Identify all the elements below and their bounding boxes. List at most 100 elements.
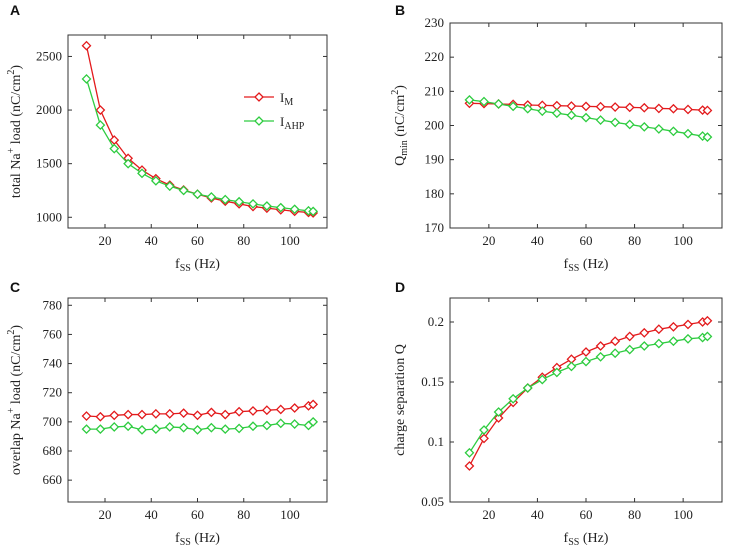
data-point-IM bbox=[479, 433, 489, 444]
data-point-IM bbox=[653, 103, 664, 114]
y-tick-label: 220 bbox=[425, 49, 445, 64]
data-point-IM bbox=[289, 403, 300, 413]
data-point-IM bbox=[610, 102, 621, 112]
data-point-IM bbox=[95, 105, 106, 115]
data-point-IAHP bbox=[206, 191, 217, 202]
data-point-IAHP bbox=[95, 120, 106, 130]
data-point-IM bbox=[464, 461, 475, 471]
data-point-IAHP bbox=[109, 422, 120, 432]
data-point-IM bbox=[702, 315, 713, 326]
legend-label-IM: IM bbox=[280, 90, 293, 108]
x-tick-label: 20 bbox=[482, 507, 495, 522]
data-point-IAHP bbox=[137, 168, 147, 179]
data-point-IAHP bbox=[234, 196, 245, 207]
x-tick-label: 80 bbox=[628, 233, 641, 248]
data-point-IAHP bbox=[668, 336, 679, 347]
x-tick-label: 100 bbox=[280, 507, 300, 522]
data-point-IAHP bbox=[234, 423, 245, 434]
data-point-IAHP bbox=[178, 422, 189, 433]
data-point-IAHP bbox=[289, 204, 300, 215]
data-point-IM bbox=[668, 321, 679, 332]
x-tick-label: 40 bbox=[145, 507, 158, 522]
data-point-IAHP bbox=[595, 351, 606, 362]
data-point-IM bbox=[566, 101, 577, 111]
data-point-IAHP bbox=[493, 99, 504, 109]
data-point-IAHP bbox=[275, 418, 286, 429]
data-point-IAHP bbox=[95, 424, 106, 435]
y-tick-label: 780 bbox=[43, 297, 63, 312]
data-point-IAHP bbox=[308, 206, 319, 217]
data-point-IAHP bbox=[275, 202, 286, 213]
y-tick-label: 190 bbox=[425, 152, 445, 167]
data-point-IAHP bbox=[248, 198, 258, 209]
data-point-IAHP bbox=[81, 424, 92, 435]
data-point-IM bbox=[81, 40, 92, 51]
data-point-IM bbox=[178, 408, 189, 419]
x-tick-label: 40 bbox=[531, 507, 544, 522]
data-point-IAHP bbox=[150, 175, 161, 186]
data-point-IM bbox=[261, 405, 272, 416]
data-point-IAHP bbox=[566, 361, 577, 372]
data-point-IM bbox=[639, 327, 650, 338]
data-point-IAHP bbox=[248, 421, 258, 432]
x-tick-label: 80 bbox=[237, 507, 250, 522]
y-tick-label: 1000 bbox=[36, 209, 62, 224]
data-point-IAHP bbox=[522, 103, 533, 114]
x-tick-label: 80 bbox=[237, 233, 250, 248]
data-point-IM bbox=[683, 104, 693, 115]
x-tick-label: 80 bbox=[628, 507, 641, 522]
x-axis-label: fSS (Hz) bbox=[175, 531, 220, 548]
y-tick-label: 0.2 bbox=[428, 314, 444, 329]
data-point-IAHP bbox=[137, 424, 147, 435]
data-point-IAHP bbox=[653, 123, 664, 134]
data-point-IM bbox=[220, 409, 231, 420]
data-point-IAHP bbox=[508, 101, 519, 112]
y-tick-label: 740 bbox=[43, 356, 63, 371]
data-point-IAHP bbox=[192, 424, 203, 435]
data-point-IM bbox=[109, 410, 120, 421]
x-tick-label: 20 bbox=[482, 233, 495, 248]
data-point-IAHP bbox=[566, 110, 577, 121]
panel-letter: A bbox=[10, 2, 20, 18]
data-point-IAHP bbox=[164, 181, 175, 192]
data-point-IAHP bbox=[595, 115, 606, 125]
panel-letter: D bbox=[395, 279, 405, 295]
data-point-IM bbox=[581, 101, 591, 112]
data-point-IAHP bbox=[551, 367, 562, 378]
x-axis-label: fSS (Hz) bbox=[564, 531, 609, 548]
y-tick-label: 170 bbox=[425, 220, 445, 235]
y-tick-label: 0.05 bbox=[421, 494, 444, 509]
y-tick-label: 700 bbox=[43, 414, 63, 429]
x-tick-label: 60 bbox=[580, 507, 593, 522]
x-tick-label: 100 bbox=[280, 233, 300, 248]
legend-marker-IAHP bbox=[254, 116, 264, 126]
x-tick-label: 40 bbox=[145, 233, 158, 248]
panel-letter: C bbox=[10, 279, 20, 295]
y-tick-label: 2000 bbox=[36, 102, 62, 117]
x-tick-label: 20 bbox=[99, 233, 112, 248]
data-point-IM bbox=[234, 406, 245, 417]
data-point-IAHP bbox=[508, 393, 519, 404]
x-tick-label: 60 bbox=[191, 507, 204, 522]
x-tick-label: 20 bbox=[99, 507, 112, 522]
data-point-IM bbox=[95, 411, 106, 422]
data-point-IAHP bbox=[479, 96, 489, 107]
data-point-IAHP bbox=[150, 424, 161, 435]
data-point-IM bbox=[137, 409, 147, 420]
data-point-IM bbox=[624, 331, 635, 342]
y-tick-label: 210 bbox=[425, 83, 445, 98]
data-point-IAHP bbox=[537, 374, 548, 385]
data-point-IAHP bbox=[123, 158, 134, 169]
data-point-IAHP bbox=[178, 185, 189, 196]
y-tick-label: 200 bbox=[425, 118, 445, 133]
x-tick-label: 100 bbox=[673, 507, 693, 522]
data-point-IM bbox=[702, 105, 713, 116]
x-axis-label: fSS (Hz) bbox=[175, 257, 220, 274]
data-point-IAHP bbox=[289, 419, 300, 429]
y-tick-label: 660 bbox=[43, 472, 63, 487]
data-point-IAHP bbox=[464, 94, 475, 105]
y-axis-label: Qmin (nC/cm2) bbox=[390, 85, 410, 166]
y-tick-label: 230 bbox=[425, 15, 445, 30]
y-axis-label: total Na+ load (nC/cm2) bbox=[6, 65, 24, 198]
